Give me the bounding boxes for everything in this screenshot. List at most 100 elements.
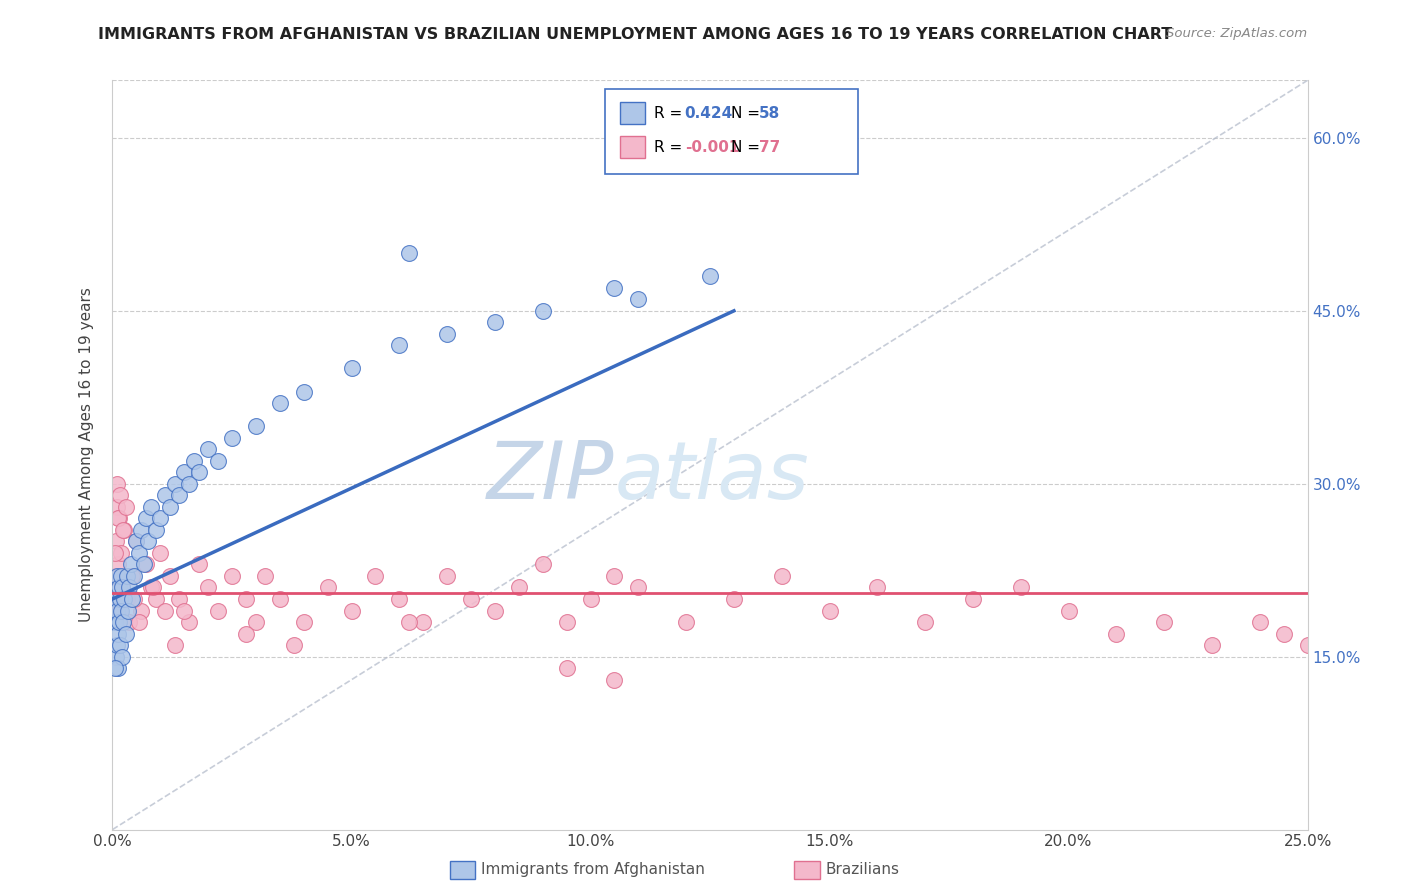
Point <box>340 603 363 617</box>
Point <box>107 661 129 675</box>
Point <box>364 569 387 583</box>
Point <box>115 569 138 583</box>
Point <box>107 511 129 525</box>
Point <box>603 673 626 687</box>
Point <box>340 361 363 376</box>
Point <box>484 603 506 617</box>
Point <box>153 488 176 502</box>
Point <box>122 569 145 583</box>
Text: R =: R = <box>654 140 688 154</box>
Point <box>149 511 172 525</box>
Point <box>555 661 578 675</box>
Point <box>114 523 135 537</box>
Point <box>235 626 257 640</box>
Point <box>118 615 141 629</box>
Point <box>107 558 129 572</box>
Point <box>105 603 128 617</box>
Point <box>132 558 155 572</box>
Point <box>110 546 132 560</box>
Y-axis label: Unemployment Among Ages 16 to 19 years: Unemployment Among Ages 16 to 19 years <box>79 287 94 623</box>
Point <box>159 569 181 583</box>
Point <box>292 384 315 399</box>
Point <box>149 546 172 560</box>
Point <box>108 603 131 617</box>
Point <box>914 615 936 629</box>
Point <box>818 603 841 617</box>
Point <box>1010 581 1032 595</box>
Point <box>207 453 229 467</box>
Point <box>105 500 128 514</box>
Point <box>107 581 129 595</box>
Point <box>398 615 420 629</box>
Point <box>245 615 267 629</box>
Point <box>139 581 162 595</box>
Point <box>108 638 131 652</box>
Point <box>135 558 157 572</box>
Point <box>108 511 131 525</box>
Point <box>118 581 141 595</box>
Point <box>142 581 165 595</box>
Point <box>135 511 157 525</box>
Point <box>1105 626 1128 640</box>
Point <box>555 615 578 629</box>
Point <box>412 615 434 629</box>
Point <box>221 431 243 445</box>
Point <box>579 592 602 607</box>
Text: R =: R = <box>654 106 688 120</box>
Point <box>436 569 458 583</box>
Point <box>962 592 984 607</box>
Point <box>627 293 650 307</box>
Point <box>114 592 135 607</box>
Point <box>398 246 420 260</box>
Point <box>1201 638 1223 652</box>
Point <box>128 615 150 629</box>
Point <box>484 315 506 329</box>
Point <box>115 626 138 640</box>
Point <box>110 649 132 664</box>
Point <box>104 615 127 629</box>
Point <box>105 569 128 583</box>
Point <box>235 592 257 607</box>
Point <box>169 592 191 607</box>
Point <box>866 581 889 595</box>
Point <box>388 338 411 352</box>
Point <box>125 534 148 549</box>
Point <box>104 534 127 549</box>
Point <box>169 488 191 502</box>
Point <box>177 476 200 491</box>
Point <box>107 626 129 640</box>
Point <box>121 592 143 607</box>
Point <box>436 326 458 341</box>
Point <box>269 396 291 410</box>
Point <box>108 615 131 629</box>
Text: 58: 58 <box>759 106 780 120</box>
Point <box>120 558 142 572</box>
Point <box>139 500 162 514</box>
Point <box>675 615 697 629</box>
Text: Brazilians: Brazilians <box>825 863 900 877</box>
Point <box>254 569 277 583</box>
Point <box>1272 626 1295 640</box>
Point <box>770 569 793 583</box>
Point <box>115 592 138 607</box>
Point <box>292 615 315 629</box>
Point <box>104 569 127 583</box>
Point <box>145 592 167 607</box>
Point <box>460 592 482 607</box>
Point <box>111 581 134 595</box>
Point <box>145 523 167 537</box>
Point <box>104 592 127 607</box>
Point <box>283 638 305 652</box>
Point <box>105 592 128 607</box>
Point <box>110 569 132 583</box>
Point <box>197 581 219 595</box>
Point <box>316 581 339 595</box>
Point <box>104 546 127 560</box>
Text: N =: N = <box>731 140 765 154</box>
Point <box>207 603 229 617</box>
Point <box>111 523 134 537</box>
Point <box>125 534 148 549</box>
Point <box>603 281 626 295</box>
Point <box>105 638 128 652</box>
Text: 0.424: 0.424 <box>685 106 733 120</box>
